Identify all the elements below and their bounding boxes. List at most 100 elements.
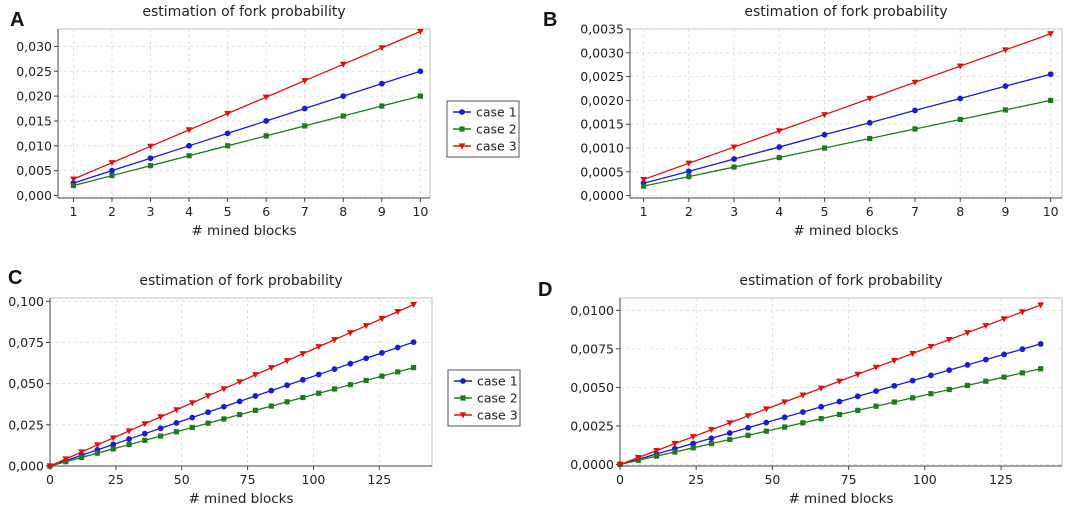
data-point (394, 344, 401, 351)
x-tick-label: 9 (1001, 204, 1009, 219)
y-tick-label: 0,030 (16, 39, 52, 54)
data-point (362, 323, 370, 330)
data-point (316, 390, 322, 396)
panel-letter: A (10, 9, 24, 31)
data-point (252, 372, 259, 379)
y-tick-label: 0,005 (16, 163, 52, 178)
data-point (109, 167, 115, 174)
data-point (125, 428, 133, 435)
x-axis-label: # mined blocks (788, 491, 893, 507)
x-axis-label: # mined blocks (793, 223, 898, 239)
data-point (141, 421, 149, 428)
data-point (126, 436, 132, 442)
x-tick-label: 125 (989, 472, 1013, 487)
data-point (185, 127, 193, 134)
legend-marker (459, 109, 465, 115)
data-point (640, 176, 647, 183)
data-point (867, 135, 873, 142)
y-tick-label: 0,0000 (580, 188, 624, 203)
data-point (284, 382, 291, 389)
series-line (619, 343, 1041, 466)
data-point (912, 107, 918, 114)
data-point (416, 28, 424, 35)
data-point (110, 441, 117, 448)
data-point (946, 367, 953, 374)
data-point (821, 112, 828, 119)
data-point (964, 361, 971, 368)
y-tick-label: 0,000 (8, 459, 44, 474)
data-point (378, 316, 386, 323)
x-tick-label: 4 (185, 204, 193, 219)
x-axis-label: # mined blocks (188, 491, 293, 507)
data-point (781, 414, 788, 421)
data-point (872, 364, 880, 371)
data-point (189, 424, 195, 431)
data-point (983, 378, 989, 384)
y-tick-label: 0,025 (16, 64, 52, 79)
data-point (301, 105, 308, 112)
data-point (708, 441, 715, 447)
x-tick-label: 8 (339, 204, 347, 219)
data-point (157, 425, 164, 432)
data-point (653, 447, 660, 454)
x-tick-label: 25 (108, 472, 124, 487)
data-point (236, 379, 244, 386)
data-point (1047, 71, 1054, 78)
data-point (928, 391, 934, 397)
data-point (331, 337, 338, 344)
data-point (1019, 346, 1026, 353)
chart-title: estimation of fork probability (142, 4, 345, 20)
data-point (363, 377, 369, 384)
data-point (727, 436, 733, 443)
data-point (173, 429, 180, 435)
data-point (263, 118, 270, 124)
data-point (1047, 31, 1055, 38)
data-point (634, 454, 642, 461)
data-point (866, 119, 873, 126)
series-line (643, 33, 1051, 181)
data-point (283, 358, 291, 365)
y-tick-label: 0,0025 (580, 69, 624, 84)
data-point (301, 78, 309, 85)
data-point (731, 164, 737, 170)
data-point (237, 412, 243, 418)
data-point (347, 360, 354, 367)
data-point (1018, 309, 1026, 316)
data-point (141, 430, 148, 437)
data-point (300, 376, 306, 383)
data-point (186, 142, 192, 149)
data-point (46, 463, 54, 470)
data-point (1002, 47, 1009, 54)
data-point (686, 173, 692, 180)
plot-area (57, 28, 431, 199)
x-tick-label: 25 (688, 472, 704, 487)
y-tick-label: 0,0025 (570, 418, 614, 433)
data-point (147, 163, 154, 169)
data-point (744, 413, 752, 420)
series-line (73, 30, 421, 180)
data-point (147, 155, 154, 162)
data-point (836, 378, 843, 385)
x-tick-label: 7 (911, 204, 919, 219)
data-point (982, 323, 990, 330)
chart-title: estimation of fork probability (739, 273, 942, 289)
data-point (671, 441, 679, 448)
x-tick-label: 2 (108, 204, 116, 219)
data-point (873, 388, 879, 394)
data-point (982, 356, 989, 363)
series-line (49, 304, 414, 467)
data-point (262, 94, 270, 101)
y-tick-label: 0,0100 (570, 303, 614, 318)
data-point (891, 399, 897, 405)
data-point (126, 442, 132, 448)
data-point (173, 407, 180, 414)
data-point (302, 123, 308, 129)
data-point (1001, 351, 1007, 358)
data-point (909, 377, 916, 384)
legend: case 1 case 2 case 3 (446, 100, 520, 158)
plot-area (629, 28, 1063, 199)
series-line (619, 304, 1041, 466)
data-point (927, 343, 935, 350)
